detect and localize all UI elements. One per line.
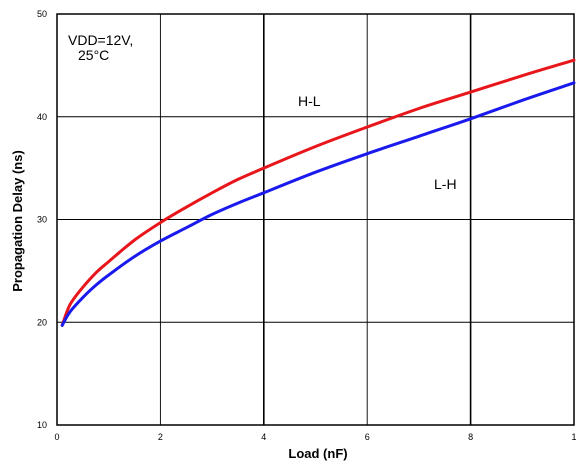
y-tick-label: 20 [37,317,47,327]
y-axis-title: Propagation Delay (ns) [10,150,25,292]
series-line-h-l [60,58,576,327]
conditions-note-line2: 25°C [78,47,109,63]
x-tick-label: 0 [54,432,59,442]
x-tick-labels: 0 2 4 6 8 1 [54,432,576,442]
y-tick-label: 40 [37,112,47,122]
series-line-l-h [60,81,576,327]
y-tick-label: 50 [37,9,47,19]
x-tick-label: 6 [365,432,370,442]
conditions-note-line1: VDD=12V, [68,32,133,48]
y-tick-label: 10 [37,420,47,430]
series-lines [60,58,576,327]
x-tick-label: 8 [468,432,473,442]
x-tick-label: 2 [158,432,163,442]
x-axis-title: Load (nF) [288,446,347,461]
y-tick-label: 30 [37,215,47,225]
y-tick-labels: 10 20 30 40 50 [37,9,47,430]
plot-area [56,13,575,426]
x-tick-label: 1 [571,432,576,442]
x-tick-label: 4 [261,432,266,442]
grid [57,14,574,425]
series-label-h-l: H-L [298,93,321,109]
series-label-l-h: L-H [434,176,457,192]
